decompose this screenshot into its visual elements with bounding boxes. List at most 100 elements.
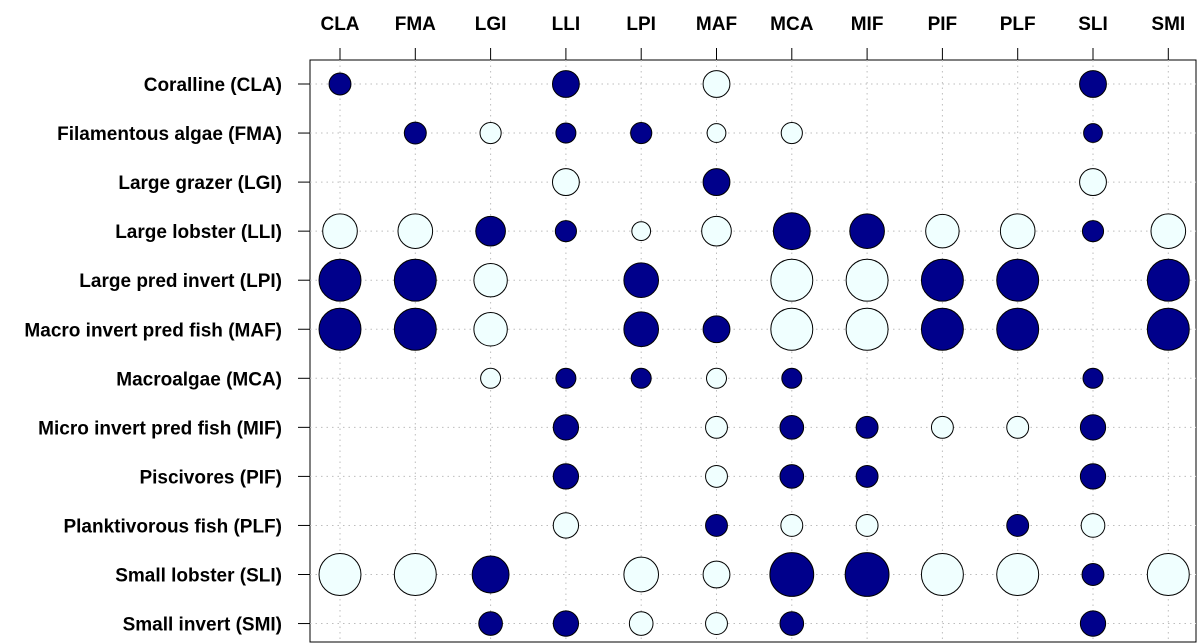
bubble-sli-row-6 xyxy=(1082,367,1104,389)
column-label-cla: CLA xyxy=(320,14,359,35)
bubble-mca-row-11 xyxy=(779,611,805,636)
bubble-plf-row-3 xyxy=(999,213,1036,249)
bubble-mca-row-3 xyxy=(772,212,811,251)
bubble-cla-row-5 xyxy=(318,307,362,351)
bubble-mif-row-8 xyxy=(855,464,879,488)
bubble-mca-row-4 xyxy=(770,258,814,302)
bubble-mif-row-3 xyxy=(849,213,885,249)
row-label-10: Small lobster (SLI) xyxy=(115,566,282,587)
bubble-lli-row-7 xyxy=(552,414,580,441)
bubble-lpi-row-4 xyxy=(623,262,660,299)
bubble-plf-row-5 xyxy=(996,307,1040,351)
bubble-sli-row-8 xyxy=(1079,463,1107,490)
bubble-mif-row-9 xyxy=(855,514,879,537)
row-label-2: Large grazer (LGI) xyxy=(118,173,282,194)
bubble-fma-row-5 xyxy=(393,307,437,351)
bubble-maf-row-3 xyxy=(701,215,732,247)
bubble-pif-row-10 xyxy=(920,553,964,596)
bubble-lpi-row-10 xyxy=(623,556,660,593)
bubble-lli-row-8 xyxy=(552,463,580,490)
bubble-sli-row-9 xyxy=(1080,513,1106,538)
bubble-lli-row-2 xyxy=(551,168,580,197)
bubble-lgi-row-1 xyxy=(479,121,502,145)
column-label-mca: MCA xyxy=(770,14,814,35)
bubble-plf-row-4 xyxy=(996,258,1040,302)
bubble-cla-row-10 xyxy=(318,553,362,596)
bubble-mca-row-1 xyxy=(780,121,803,145)
bubble-lpi-row-11 xyxy=(628,611,654,636)
bubble-lli-row-6 xyxy=(555,367,577,389)
bubble-mif-row-7 xyxy=(855,415,879,439)
bubble-maf-row-5 xyxy=(702,315,731,344)
bubble-sli-row-1 xyxy=(1083,123,1103,143)
bubble-lpi-row-6 xyxy=(630,367,652,389)
bubble-cla-row-3 xyxy=(322,213,358,249)
bubble-mif-row-10 xyxy=(844,552,890,597)
column-label-plf: PLF xyxy=(1000,14,1036,35)
bubble-pif-row-4 xyxy=(920,258,964,302)
bubble-pif-row-3 xyxy=(925,213,960,249)
bubble-lgi-row-6 xyxy=(480,367,502,389)
row-label-8: Piscivores (PIF) xyxy=(139,467,282,488)
row-label-9: Planktivorous fish (PLF) xyxy=(63,516,282,537)
column-label-lpi: LPI xyxy=(626,14,656,35)
bubble-lli-row-11 xyxy=(552,610,580,637)
bubble-pif-row-7 xyxy=(930,415,954,439)
axis-ticks xyxy=(298,48,1169,625)
bubble-mca-row-5 xyxy=(770,307,814,351)
bubble-sli-row-7 xyxy=(1079,414,1107,441)
row-label-5: Macro invert pred fish (MAF) xyxy=(24,320,282,341)
row-label-11: Small invert (SMI) xyxy=(123,615,282,636)
bubble-cla-row-4 xyxy=(318,258,362,302)
bubble-lgi-row-5 xyxy=(473,312,508,347)
bubble-smi-row-4 xyxy=(1146,258,1190,302)
bubble-maf-row-10 xyxy=(702,560,731,589)
bubble-lli-row-0 xyxy=(551,70,580,98)
grid-lines xyxy=(310,60,1196,642)
bubble-sli-row-0 xyxy=(1079,70,1107,98)
column-label-mif: MIF xyxy=(851,14,884,35)
bubble-sli-row-3 xyxy=(1081,220,1105,243)
row-labels: Coralline (CLA) Filamentous algae (FMA) La… xyxy=(24,75,282,636)
bubble-mca-row-6 xyxy=(781,367,803,389)
bubble-mca-row-10 xyxy=(769,552,815,597)
bubble-smi-row-3 xyxy=(1150,213,1187,249)
bubble-pif-row-5 xyxy=(920,307,964,351)
row-label-7: Micro invert pred fish (MIF) xyxy=(38,418,282,439)
bubble-sli-row-11 xyxy=(1079,610,1107,637)
bubble-lgi-row-10 xyxy=(471,555,510,594)
bubble-lpi-row-5 xyxy=(623,311,660,348)
bubble-mca-row-7 xyxy=(779,415,805,440)
bubble-lpi-row-1 xyxy=(630,121,653,145)
bubble-lli-row-9 xyxy=(552,512,580,539)
row-label-4: Large pred invert (LPI) xyxy=(79,271,282,292)
column-label-sli: SLI xyxy=(1078,14,1108,35)
bubble-maf-row-11 xyxy=(705,612,728,635)
bubble-fma-row-3 xyxy=(397,213,434,249)
column-label-lli: LLI xyxy=(552,14,581,35)
row-label-3: Large lobster (LLI) xyxy=(115,222,282,243)
column-label-pif: PIF xyxy=(928,14,958,35)
bubble-smi-row-5 xyxy=(1146,307,1190,351)
column-label-maf: MAF xyxy=(696,14,737,35)
row-label-6: Macroalgae (MCA) xyxy=(116,369,282,390)
bubble-lgi-row-4 xyxy=(473,262,508,298)
bubble-maf-row-0 xyxy=(702,70,731,98)
bubble-maf-row-6 xyxy=(706,367,727,389)
bubble-maf-row-2 xyxy=(702,168,731,197)
bubble-mif-row-4 xyxy=(845,258,889,302)
bubble-lli-row-3 xyxy=(554,220,577,243)
row-label-1: Filamentous algae (FMA) xyxy=(57,124,282,145)
column-labels: CLA FMA LGI LLI LPI MAF MCA MIF PIF PLF SLI SMI xyxy=(320,14,1185,35)
row-label-0: Coralline (CLA) xyxy=(144,75,282,96)
bubble-maf-row-9 xyxy=(705,514,728,537)
column-label-lgi: LGI xyxy=(475,14,507,35)
bubble-sli-row-2 xyxy=(1079,168,1107,197)
bubble-lli-row-1 xyxy=(555,122,577,144)
bubble-mca-row-8 xyxy=(779,464,805,489)
bubble-lpi-row-3 xyxy=(631,221,652,242)
bubble-maf-row-1 xyxy=(706,123,727,143)
bubble-fma-row-10 xyxy=(393,553,437,596)
bubble-maf-row-8 xyxy=(705,464,728,488)
